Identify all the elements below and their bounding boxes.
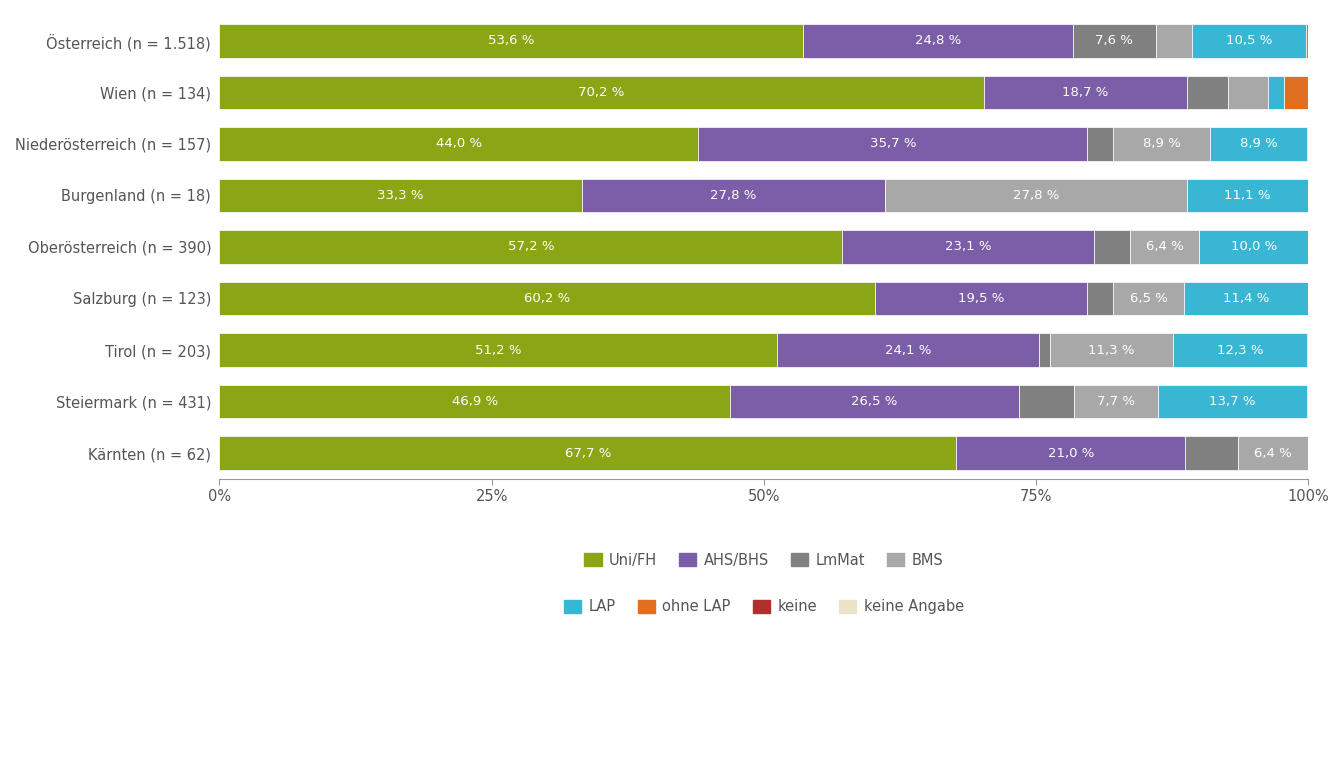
Bar	[843, 230, 1094, 263]
Bar	[1284, 75, 1308, 109]
Bar	[1159, 385, 1306, 419]
Text: 10,0 %: 10,0 %	[1231, 240, 1277, 253]
Text: 53,6 %: 53,6 %	[488, 35, 535, 48]
Text: 18,7 %: 18,7 %	[1062, 86, 1109, 99]
Bar	[1113, 282, 1184, 315]
Bar	[1050, 333, 1173, 367]
Bar	[219, 127, 699, 161]
Text: 60,2 %: 60,2 %	[524, 292, 570, 305]
Bar	[984, 75, 1187, 109]
Bar	[875, 282, 1087, 315]
Text: 21,0 %: 21,0 %	[1047, 447, 1094, 459]
Text: 35,7 %: 35,7 %	[870, 137, 917, 151]
Bar	[219, 282, 875, 315]
Text: 8,9 %: 8,9 %	[1142, 137, 1180, 151]
Text: 13,7 %: 13,7 %	[1210, 395, 1255, 408]
Text: 6,5 %: 6,5 %	[1130, 292, 1168, 305]
Text: 44,0 %: 44,0 %	[435, 137, 482, 151]
Text: 46,9 %: 46,9 %	[452, 395, 497, 408]
Legend: LAP, ohne LAP, keine, keine Angabe: LAP, ohne LAP, keine, keine Angabe	[558, 594, 969, 620]
Text: 57,2 %: 57,2 %	[508, 240, 554, 253]
Text: 7,7 %: 7,7 %	[1097, 395, 1134, 408]
Bar	[1185, 436, 1238, 470]
Text: 27,8 %: 27,8 %	[710, 189, 757, 202]
Bar	[1113, 127, 1210, 161]
Bar	[219, 24, 802, 58]
Text: 6,4 %: 6,4 %	[1254, 447, 1292, 459]
Bar	[1199, 230, 1308, 263]
Bar	[1238, 436, 1308, 470]
Bar	[1156, 24, 1192, 58]
Text: 10,5 %: 10,5 %	[1226, 35, 1271, 48]
Text: 24,8 %: 24,8 %	[915, 35, 961, 48]
Text: 23,1 %: 23,1 %	[945, 240, 991, 253]
Text: 11,4 %: 11,4 %	[1223, 292, 1269, 305]
Text: 51,2 %: 51,2 %	[474, 343, 521, 356]
Bar	[1210, 127, 1306, 161]
Bar	[1073, 24, 1156, 58]
Bar	[777, 333, 1039, 367]
Text: 7,6 %: 7,6 %	[1095, 35, 1133, 48]
Bar	[802, 24, 1073, 58]
Bar	[1087, 127, 1113, 161]
Bar	[219, 179, 582, 212]
Bar	[1184, 282, 1308, 315]
Text: 8,9 %: 8,9 %	[1239, 137, 1277, 151]
Bar	[1129, 230, 1199, 263]
Bar	[1306, 24, 1308, 58]
Text: 27,8 %: 27,8 %	[1013, 189, 1059, 202]
Bar	[957, 436, 1185, 470]
Text: 12,3 %: 12,3 %	[1216, 343, 1263, 356]
Bar	[1267, 75, 1284, 109]
Bar	[219, 436, 957, 470]
Text: 26,5 %: 26,5 %	[851, 395, 898, 408]
Text: 6,4 %: 6,4 %	[1145, 240, 1183, 253]
Text: 33,3 %: 33,3 %	[378, 189, 423, 202]
Bar	[582, 179, 884, 212]
Bar	[1187, 179, 1308, 212]
Bar	[1087, 282, 1113, 315]
Bar	[1019, 385, 1074, 419]
Bar	[730, 385, 1019, 419]
Bar	[219, 230, 843, 263]
Bar	[1039, 333, 1050, 367]
Text: 67,7 %: 67,7 %	[564, 447, 612, 459]
Bar	[1227, 75, 1267, 109]
Bar	[1074, 385, 1159, 419]
Bar	[219, 385, 730, 419]
Bar	[219, 333, 777, 367]
Bar	[1173, 333, 1306, 367]
Text: 70,2 %: 70,2 %	[578, 86, 625, 99]
Text: 11,3 %: 11,3 %	[1089, 343, 1134, 356]
Text: 11,1 %: 11,1 %	[1224, 189, 1271, 202]
Text: 24,1 %: 24,1 %	[884, 343, 931, 356]
Text: 19,5 %: 19,5 %	[958, 292, 1004, 305]
Bar	[1187, 75, 1227, 109]
Bar	[1094, 230, 1129, 263]
Bar	[699, 127, 1087, 161]
Bar	[1192, 24, 1306, 58]
Bar	[884, 179, 1187, 212]
Bar	[219, 75, 984, 109]
